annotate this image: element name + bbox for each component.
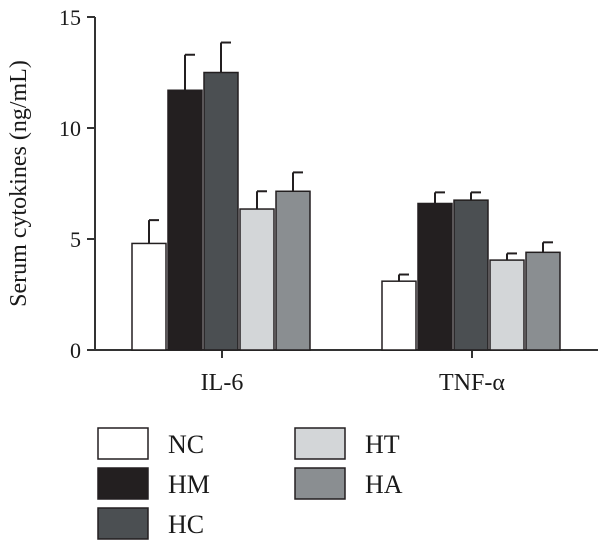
legend-label-nc: NC (168, 430, 204, 459)
legend-label-hm: HM (168, 470, 210, 499)
legend-label-ht: HT (365, 430, 400, 459)
bar-hm-tnf (417, 202, 453, 351)
bar-hc-tnf (453, 199, 489, 351)
bar-ht-tnf (489, 259, 525, 351)
legend-swatch-ha (294, 467, 346, 500)
legend-label-ha: HA (365, 470, 403, 499)
legend-swatch-hm (97, 467, 149, 500)
bar-hc-il6 (203, 71, 239, 351)
legend-swatch-nc (97, 427, 149, 460)
x-category-label: TNF-α (439, 370, 505, 396)
axis-labels: 0 5 10 15 Serum cytokines (ng/mL) IL-6 TNF-α (6, 5, 505, 396)
legend-label-hc: HC (168, 510, 204, 539)
y-axis-title: Serum cytokines (ng/mL) (6, 60, 32, 307)
bar-ha-il6 (275, 190, 311, 351)
bar-nc-il6 (131, 242, 167, 351)
legend-swatch-hc (97, 507, 149, 540)
bar-hm-il6 (167, 89, 203, 351)
x-category-label: IL-6 (201, 370, 244, 396)
y-tick-label: 0 (70, 338, 81, 363)
y-tick-label: 15 (59, 5, 81, 30)
bars (131, 71, 561, 351)
bar-nc-tnf (381, 280, 417, 351)
legend: NC HM HC HT HA (97, 427, 403, 540)
y-tick-label: 10 (59, 116, 81, 141)
legend-swatch-ht (294, 427, 346, 460)
bar-ha-tnf (525, 251, 561, 351)
error-bars (148, 41, 553, 282)
y-tick-label: 5 (70, 227, 81, 252)
bar-ht-il6 (239, 208, 275, 351)
